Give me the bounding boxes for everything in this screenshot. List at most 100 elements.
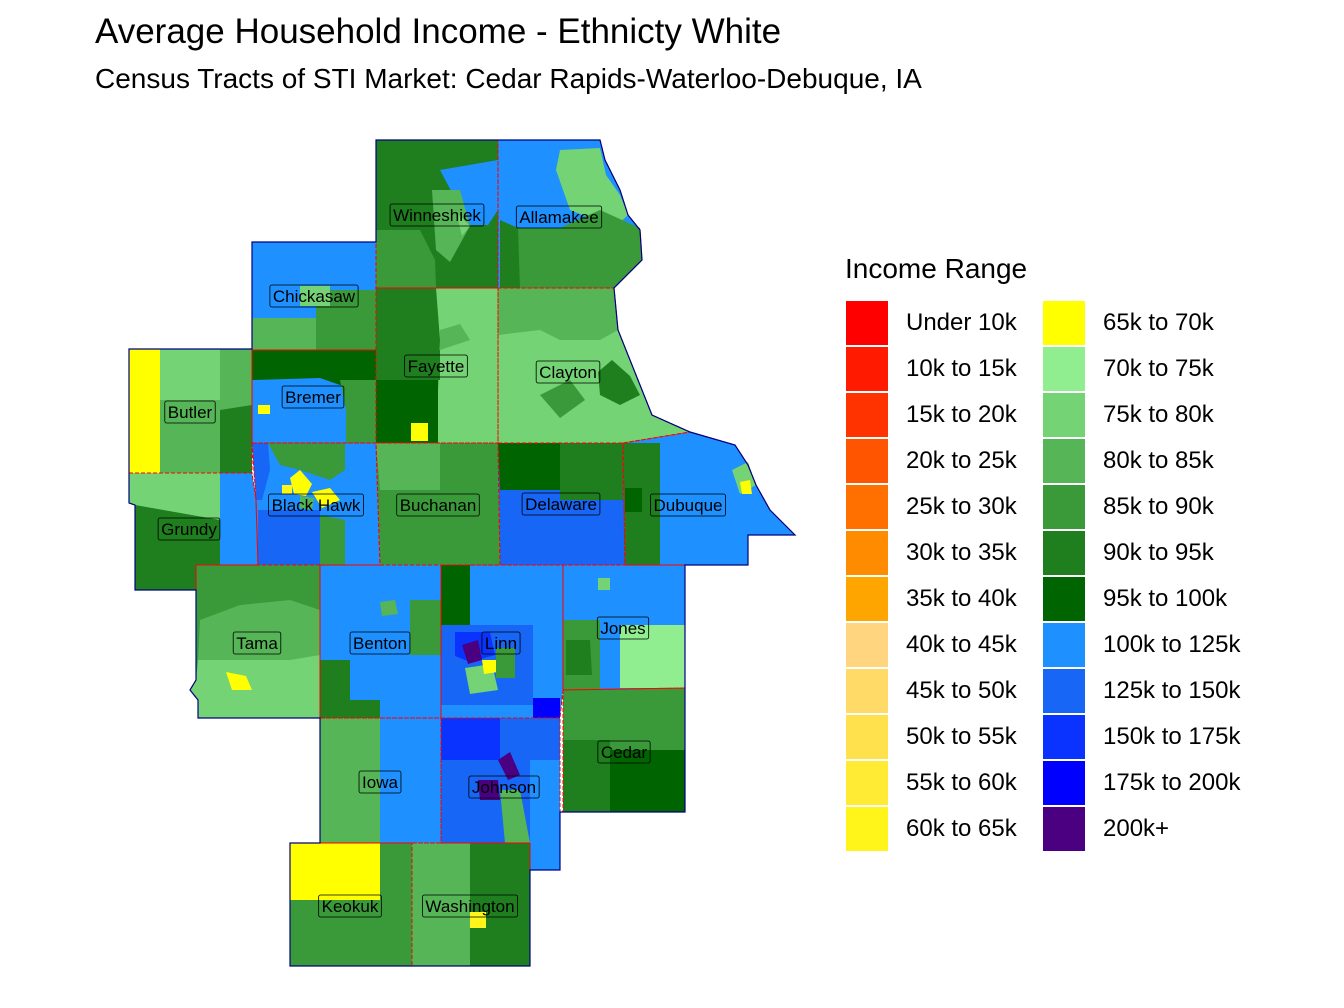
census-tract: [600, 750, 685, 812]
census-tract: [376, 443, 440, 490]
county-label-text: Fayette: [408, 357, 465, 376]
census-tract: [462, 640, 482, 664]
census-tract: [376, 230, 436, 288]
census-tract: [411, 423, 428, 441]
legend-item: 60k to 65k: [845, 806, 1065, 852]
legend-item: 15k to 20k: [845, 392, 1065, 438]
census-tract: [470, 912, 486, 928]
census-tract: [345, 443, 378, 520]
legend-item: 80k to 85k: [1042, 438, 1262, 484]
legend-label: 85k to 90k: [1103, 493, 1214, 520]
county-label-text: Winneshiek: [393, 206, 481, 225]
legend-label: 80k to 85k: [1103, 447, 1214, 474]
census-tract: [456, 212, 470, 236]
county-label-text: Black Hawk: [272, 496, 361, 515]
legend-item: 45k to 50k: [845, 668, 1065, 714]
county-label-linn: Linn: [481, 631, 521, 655]
legend-item: 90k to 95k: [1042, 530, 1262, 576]
census-tract: [340, 380, 376, 443]
census-tract: [268, 443, 345, 480]
census-tract: [412, 843, 470, 966]
census-tract: [376, 140, 498, 230]
legend-swatch: [846, 347, 888, 391]
county-label-box: [232, 631, 282, 655]
county-label-washington: Washington: [422, 894, 518, 918]
census-tract: [533, 698, 560, 718]
census-tract: [566, 640, 592, 675]
census-tract: [129, 349, 160, 473]
county-label-text: Benton: [353, 634, 407, 653]
census-tract: [625, 488, 642, 512]
county-label-winneshiek: Winneshiek: [389, 203, 485, 227]
county-label-allamakee: Allamakee: [515, 205, 603, 229]
legend-swatch: [846, 485, 888, 529]
legend-item: 200k+: [1042, 806, 1262, 852]
legend-swatch: [846, 531, 888, 575]
legend-swatch: [846, 301, 888, 345]
legend-swatch: [846, 439, 888, 483]
legend-item: 125k to 150k: [1042, 668, 1262, 714]
census-tract: [496, 648, 515, 678]
legend-item: 10k to 15k: [845, 346, 1065, 392]
legend-label: Under 10k: [906, 309, 1017, 336]
legend-label: 175k to 200k: [1103, 769, 1241, 796]
legend-column-1: Under 10k 10k to 15k 15k to 20k 20k to 25k 2…: [845, 300, 1065, 852]
county-label-text: Iowa: [362, 773, 398, 792]
census-tract: [160, 349, 220, 400]
legend-label: 60k to 65k: [906, 815, 1017, 842]
census-tract: [410, 600, 441, 655]
legend-item: 95k to 100k: [1042, 576, 1262, 622]
legend-label: 65k to 70k: [1103, 309, 1214, 336]
county-label-iowa: Iowa: [358, 770, 402, 794]
market-boundary: [128, 139, 797, 967]
county-label-fayette: Fayette: [404, 354, 468, 378]
county-label-box: [268, 493, 364, 517]
legend-swatch: [1043, 485, 1085, 529]
legend-swatch: [1043, 393, 1085, 437]
county-label-box: [468, 775, 540, 799]
map-subtitle: Census Tracts of STI Market: Cedar Rapid…: [95, 63, 922, 94]
legend-item: 35k to 40k: [845, 576, 1065, 622]
county-label-layer: Winneshiek Allamakee Chickasaw Fayette Clayt…: [157, 203, 726, 918]
legend-item: 55k to 60k: [845, 760, 1065, 806]
county-label-text: Dubuque: [653, 496, 722, 515]
county-fill-dubuque: [623, 432, 795, 565]
county-label-box: [281, 385, 345, 409]
county-label-box: [481, 631, 521, 655]
legend-swatch: [1043, 761, 1085, 805]
census-tract: [530, 760, 560, 870]
census-tract: [220, 405, 252, 473]
census-tract: [556, 148, 628, 230]
county-label-clayton: Clayton: [535, 360, 601, 384]
legend-swatch: [846, 761, 888, 805]
county-label-bremer: Bremer: [281, 385, 345, 409]
county-label-keokuk: Keokuk: [318, 894, 382, 918]
county-label-text: Cedar: [601, 743, 648, 762]
census-tract: [540, 380, 585, 418]
census-tract: [290, 843, 380, 900]
census-tract: [300, 286, 330, 306]
legend-swatch: [1043, 301, 1085, 345]
county-label-box: [349, 631, 411, 655]
legend-label: 30k to 35k: [906, 539, 1017, 566]
legend-item: 150k to 175k: [1042, 714, 1262, 760]
census-tract: [320, 515, 345, 565]
census-tract: [252, 443, 270, 500]
census-tract: [198, 600, 320, 660]
legend-item: 40k to 45k: [845, 622, 1065, 668]
census-tract: [563, 740, 610, 812]
census-tract: [500, 210, 642, 288]
legend-swatch: [1043, 531, 1085, 575]
legend-label: 200k+: [1103, 815, 1170, 842]
census-tract: [440, 160, 498, 225]
legend-item: 175k to 200k: [1042, 760, 1262, 806]
county-label-box: [164, 400, 216, 424]
county-label-text: Keokuk: [322, 897, 379, 916]
tract-layer: [129, 140, 795, 966]
county-label-text: Tama: [236, 634, 278, 653]
census-tract: [498, 752, 520, 780]
county-label-chickasaw: Chickasaw: [269, 284, 359, 308]
census-tract: [620, 625, 685, 688]
census-tract: [500, 220, 520, 288]
